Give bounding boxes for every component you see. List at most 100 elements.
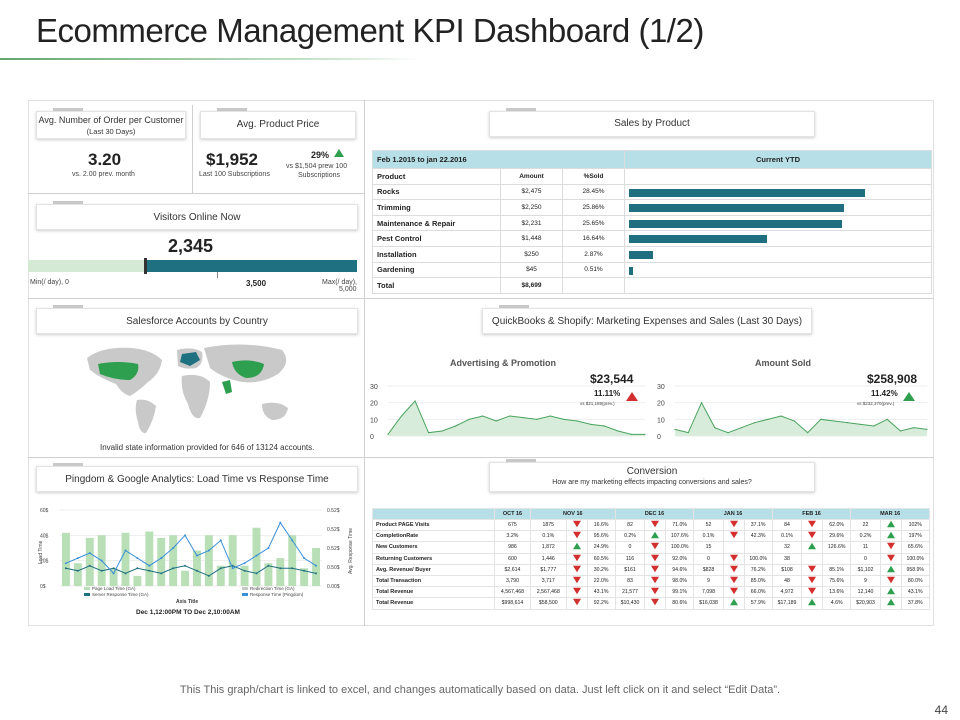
conversion-value: 0 bbox=[693, 552, 724, 565]
down-arrow-icon bbox=[651, 565, 660, 573]
conversion-value: 600 bbox=[494, 552, 531, 565]
up-arrow-icon bbox=[886, 599, 895, 606]
bar-page-load bbox=[204, 535, 213, 586]
sales-pct: 25.65% bbox=[562, 214, 625, 232]
map-card: Salesforce Accounts by Country bbox=[36, 305, 358, 334]
conversion-change: 71.0% bbox=[665, 518, 695, 532]
conversion-value: 0 bbox=[614, 541, 646, 554]
up-arrow-icon bbox=[808, 599, 817, 606]
sales-bar bbox=[629, 266, 634, 275]
conversion-row-label: Total Transaction bbox=[371, 574, 496, 588]
data-point bbox=[267, 564, 270, 567]
data-point bbox=[714, 427, 716, 429]
visitors-max-value: 5,000 bbox=[339, 286, 357, 293]
conversion-value: 11 bbox=[850, 541, 881, 554]
up-arrow-icon bbox=[886, 532, 895, 539]
conversion-row-label: Avg. Revenue/ Buyer bbox=[371, 563, 496, 576]
sales-bar bbox=[629, 250, 653, 259]
data-point bbox=[136, 557, 139, 560]
conversion-value: 22 bbox=[850, 518, 881, 532]
map-label: Salesforce Accounts by Country bbox=[126, 316, 268, 327]
month-header: JAN 16 bbox=[693, 508, 773, 520]
bar-page-load bbox=[157, 537, 166, 586]
data-point bbox=[414, 400, 416, 402]
down-arrow-icon bbox=[808, 588, 817, 595]
orders-sub: vs. 2.00 prev. month bbox=[72, 171, 135, 178]
pingdom-card: Pingdom & Google Analytics: Load Time vs… bbox=[36, 463, 358, 492]
legend-label: Page Load Time (GA) bbox=[92, 586, 136, 591]
sales-pct: 2.87% bbox=[562, 245, 625, 263]
africa-shape bbox=[181, 374, 210, 419]
conversion-value: $58,500 bbox=[529, 597, 567, 610]
sales-period: Feb 1.2015 to jan 22.2016 bbox=[372, 150, 625, 169]
y2-tick-label: 0.52$ bbox=[327, 546, 340, 552]
bar-page-load bbox=[109, 568, 118, 586]
sales-total: $8,699 bbox=[500, 277, 563, 294]
conversion-corner bbox=[371, 508, 496, 520]
y-tick-label: 20 bbox=[657, 401, 665, 408]
trend-cell bbox=[722, 597, 745, 610]
bar-page-load bbox=[62, 532, 70, 586]
conversion-value: 0.2% bbox=[850, 530, 881, 543]
conversion-value: 4,972 bbox=[771, 586, 803, 599]
up-arrow-icon bbox=[886, 588, 895, 595]
europe-highlight bbox=[180, 352, 200, 366]
visitors-card: Visitors Online Now bbox=[36, 201, 358, 230]
trend-cell bbox=[644, 563, 667, 576]
conversion-change: 16.6% bbox=[586, 518, 616, 532]
divider bbox=[192, 105, 193, 193]
trend-cell bbox=[565, 518, 588, 532]
conversion-change: 37.1% bbox=[743, 518, 773, 532]
conversion-value: 986 bbox=[494, 541, 531, 554]
data-point bbox=[793, 420, 795, 422]
conversion-change: 43.1% bbox=[586, 586, 616, 599]
conversion-value: $1,102 bbox=[850, 563, 881, 576]
conversion-value: 3,717 bbox=[529, 574, 567, 588]
conversion-value: 15 bbox=[693, 541, 724, 554]
sales-product-name: Gardening bbox=[372, 261, 501, 279]
table-row: Avg. Revenue/ Buyer $2,614 $1,777 30.2% $161… bbox=[371, 563, 931, 576]
x-axis-title: Axis Title bbox=[176, 599, 198, 605]
down-arrow-icon bbox=[729, 565, 738, 573]
trend-cell bbox=[801, 574, 824, 588]
bar-page-load bbox=[169, 535, 178, 586]
price-change-sub: vs $1,504 prew 100 bbox=[286, 163, 348, 170]
conversion-value: 32 bbox=[771, 541, 803, 554]
down-arrow-icon bbox=[626, 392, 638, 401]
sales-bar-cell bbox=[624, 245, 932, 263]
sales-pct: 16.64% bbox=[562, 230, 625, 247]
data-point bbox=[172, 547, 175, 549]
conversion-change: 94.6% bbox=[665, 563, 695, 576]
down-arrow-icon bbox=[651, 554, 660, 561]
bar-page-load bbox=[228, 535, 237, 586]
trend-cell bbox=[879, 563, 902, 576]
conversion-value: $161 bbox=[614, 563, 646, 576]
sales-amount: $250 bbox=[500, 245, 563, 263]
sales-amount: $2,475 bbox=[500, 183, 563, 201]
y-axis-label: Load Time bbox=[38, 540, 44, 564]
conversion-value: $998,614 bbox=[494, 597, 531, 610]
sales-product-name: Maintenance & Repair bbox=[372, 214, 501, 232]
data-point bbox=[873, 425, 875, 427]
y2-tick-label: 0.52$ bbox=[327, 508, 340, 514]
series-line bbox=[65, 521, 317, 575]
data-point bbox=[76, 569, 79, 572]
conversion-value: 1875 bbox=[529, 518, 567, 532]
trend-cell bbox=[879, 597, 902, 610]
sales-pct: 28.45% bbox=[562, 183, 625, 201]
qb-label: QuickBooks & Shopify: Marketing Expenses… bbox=[491, 316, 803, 327]
conversion-value: $108 bbox=[771, 563, 803, 576]
sales-bar-cell bbox=[624, 183, 932, 201]
data-point bbox=[255, 554, 258, 557]
conversion-change: 958.9% bbox=[900, 563, 931, 576]
month-header: FEB 16 bbox=[771, 508, 852, 520]
conversion-row-label: Product PAGE Visits bbox=[371, 518, 496, 532]
pingdom-label: Pingdom & Google Analytics: Load Time vs… bbox=[65, 474, 329, 485]
visitors-max: Max(/ day), bbox=[322, 279, 358, 286]
data-point bbox=[427, 432, 430, 434]
data-point bbox=[590, 423, 592, 425]
y-tick-label: 10 bbox=[657, 417, 665, 424]
sales-pct: 25.86% bbox=[562, 199, 625, 216]
data-point bbox=[860, 423, 862, 425]
bar-page-load bbox=[264, 563, 273, 586]
